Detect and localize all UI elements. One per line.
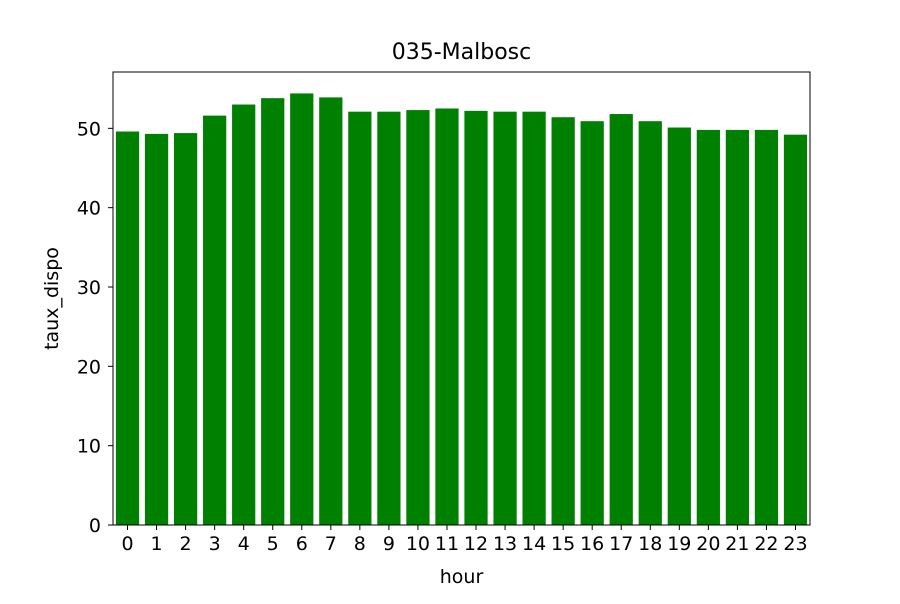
y-axis: 0 10 20 30 40 50 (77, 118, 113, 537)
x-axis-label: hour (440, 566, 484, 588)
plot-frame (112, 71, 811, 526)
x-tick-label: 18 (638, 533, 662, 555)
x-tick-label: 4 (238, 533, 250, 555)
x-tick-label: 5 (267, 533, 279, 555)
bar-hour-7 (319, 97, 343, 525)
bar-hour-12 (464, 110, 488, 526)
bar-hour-21 (725, 129, 750, 525)
x-tick-label: 7 (325, 533, 337, 555)
bar-hour-6 (290, 93, 314, 526)
x-tick-label: 20 (696, 533, 720, 555)
x-tick-label: 2 (180, 533, 192, 555)
x-tick-label: 21 (725, 533, 749, 555)
chart-title: 035-Malbosc (392, 40, 532, 65)
bar-hour-1 (144, 133, 169, 525)
x-tick-label: 17 (609, 533, 633, 555)
x-tick-label: 16 (580, 533, 604, 555)
bar-hour-23 (783, 134, 808, 526)
bar-hour-4 (232, 104, 256, 525)
bar-hour-16 (580, 121, 604, 525)
x-tick-label: 0 (121, 533, 133, 555)
y-tick-label: 0 (89, 515, 101, 537)
x-tick-label: 3 (209, 533, 221, 555)
bar-hour-2 (173, 133, 198, 525)
bars-layer (115, 93, 808, 526)
bar-hour-9 (377, 111, 401, 526)
bar-hour-10 (406, 110, 430, 525)
y-tick-label: 40 (77, 198, 101, 220)
y-tick-label: 30 (77, 277, 101, 299)
y-axis-label: taux_dispo (41, 247, 63, 350)
bar-hour-15 (551, 117, 575, 525)
bar-hour-11 (435, 108, 459, 526)
x-tick-label: 19 (667, 533, 691, 555)
bar-hour-3 (203, 115, 227, 525)
bar-hour-19 (667, 127, 691, 525)
x-tick-label: 9 (383, 533, 395, 555)
x-tick-label: 22 (754, 533, 778, 555)
x-tick-label: 23 (783, 533, 807, 555)
x-tick-label: 12 (464, 533, 488, 555)
bar-hour-18 (638, 121, 662, 525)
bar-hour-13 (493, 111, 517, 526)
bar-hour-20 (696, 129, 720, 525)
x-tick-label: 8 (354, 533, 366, 555)
bar-hour-0 (115, 131, 140, 525)
bar-hour-14 (522, 111, 546, 526)
y-tick-label: 50 (77, 118, 101, 140)
x-tick-label: 15 (551, 533, 575, 555)
x-tick-label: 14 (522, 533, 546, 555)
y-tick-label: 10 (77, 436, 101, 458)
x-tick-label: 13 (493, 533, 517, 555)
x-axis: 0 1 2 3 4 5 6 7 8 9 10 11 12 13 14 15 16 17 18 19 20 21 22 23 (121, 525, 808, 555)
x-tick-label: 1 (151, 533, 163, 555)
x-tick-label: 10 (406, 533, 430, 555)
bar-hour-17 (609, 114, 633, 526)
bar-hour-5 (261, 98, 285, 526)
bar-hour-22 (754, 129, 779, 525)
x-tick-label: 6 (296, 533, 308, 555)
bar-hour-8 (348, 111, 372, 526)
x-tick-label: 11 (435, 533, 459, 555)
y-tick-label: 20 (77, 356, 101, 378)
